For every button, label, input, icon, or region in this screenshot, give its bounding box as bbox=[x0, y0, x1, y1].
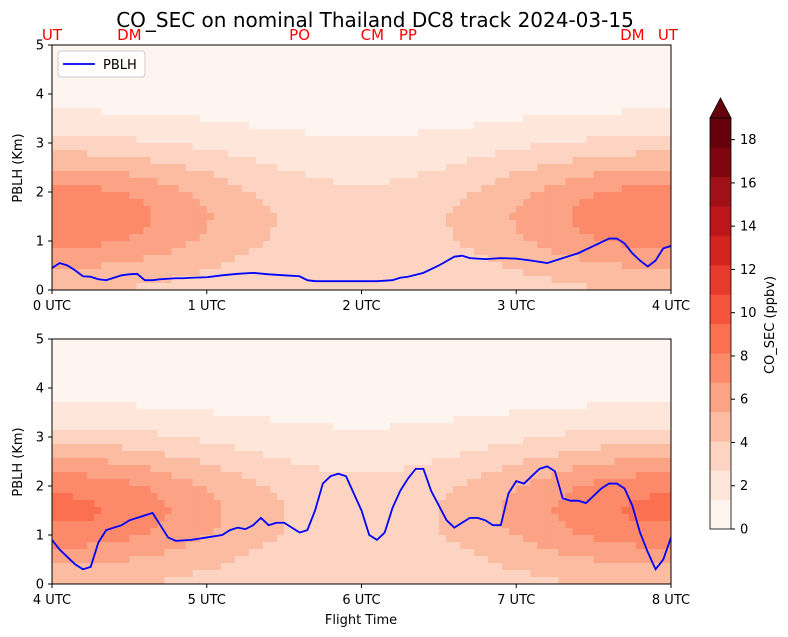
top-contour-field bbox=[52, 45, 671, 290]
y-tick-label: 4 bbox=[36, 382, 44, 397]
colorbar-band bbox=[710, 118, 731, 148]
location-marker: UT bbox=[658, 26, 679, 44]
colorbar-band bbox=[710, 323, 731, 354]
bottom-y-axis-label: PBLH (Km) bbox=[11, 427, 26, 496]
x-tick-label: 8 UTC bbox=[652, 593, 690, 608]
bottom-y-axis: 0 1 2 3 4 5 bbox=[36, 333, 52, 593]
y-tick-label: 0 bbox=[36, 578, 44, 593]
colorbar-band bbox=[710, 382, 731, 413]
y-tick-label: 3 bbox=[36, 137, 44, 152]
colorbar-band bbox=[710, 235, 731, 266]
colorbar-band bbox=[710, 206, 731, 236]
colorbar-tick-label: 18 bbox=[740, 133, 757, 148]
colorbar-tick-label: 8 bbox=[740, 349, 748, 364]
legend: PBLH bbox=[57, 50, 146, 78]
x-tick-label: 2 UTC bbox=[342, 299, 380, 314]
top-panel: 0 UTC 1 UTC 2 UTC 3 UTC 4 UTC 0 1 2 3 4 5 PBLH (K… bbox=[11, 26, 690, 314]
colorbar-tick-label: 2 bbox=[740, 479, 748, 494]
colorbar-band bbox=[710, 176, 731, 207]
x-tick-label: 5 UTC bbox=[188, 593, 226, 608]
colorbar-label: CO_SEC (ppbv) bbox=[763, 276, 778, 374]
y-tick-label: 4 bbox=[36, 88, 44, 103]
bottom-contour-field bbox=[52, 339, 671, 584]
x-axis-label: Flight Time bbox=[325, 613, 397, 628]
x-tick-label: 4 UTC bbox=[33, 593, 71, 608]
colorbar-band bbox=[710, 411, 731, 442]
colorbar-tick-label: 4 bbox=[740, 436, 748, 451]
location-marker: PP bbox=[399, 26, 417, 44]
colorbar-band bbox=[710, 147, 731, 178]
colorbar-tick-label: 0 bbox=[740, 523, 748, 538]
colorbar: 0 2 4 6 8 10 12 14 16 18 CO_SEC (ppbv) bbox=[709, 97, 778, 538]
y-tick-label: 5 bbox=[36, 333, 44, 348]
colorbar-tick-label: 10 bbox=[740, 306, 757, 321]
y-tick-label: 5 bbox=[36, 39, 44, 54]
y-tick-label: 1 bbox=[36, 529, 44, 544]
y-tick-label: 2 bbox=[36, 186, 44, 201]
colorbar-tick-label: 6 bbox=[740, 393, 748, 408]
location-marker: DM bbox=[620, 26, 645, 44]
bottom-x-axis: 4 UTC 5 UTC 6 UTC 7 UTC 8 UTC bbox=[33, 584, 690, 608]
legend-label: PBLH bbox=[103, 58, 137, 73]
colorbar-tick-label: 16 bbox=[740, 176, 757, 191]
top-y-axis: 0 1 2 3 4 5 bbox=[36, 39, 52, 299]
bottom-pblh-line bbox=[52, 465, 671, 572]
colorbar-band bbox=[710, 352, 731, 383]
colorbar-band bbox=[710, 264, 731, 295]
location-marker: DM bbox=[117, 26, 142, 44]
location-marker: UT bbox=[42, 26, 63, 44]
colorbar-band bbox=[710, 440, 731, 471]
x-tick-label: 4 UTC bbox=[652, 299, 690, 314]
x-tick-label: 1 UTC bbox=[188, 299, 226, 314]
y-tick-label: 1 bbox=[36, 235, 44, 250]
colorbar-band bbox=[710, 470, 731, 501]
chart-title: CO_SEC on nominal Thailand DC8 track 202… bbox=[116, 8, 634, 32]
top-y-axis-label: PBLH (Km) bbox=[11, 133, 26, 202]
x-tick-label: 7 UTC bbox=[497, 593, 535, 608]
location-markers: UT DM PO CM PP DM UT bbox=[42, 26, 679, 44]
colorbar-band bbox=[710, 294, 731, 324]
colorbar-extend-arrow bbox=[709, 97, 732, 119]
bottom-panel: 4 UTC 5 UTC 6 UTC 7 UTC 8 UTC 0 1 2 3 4 5 PBLH (K… bbox=[11, 333, 690, 629]
top-pblh-line bbox=[52, 237, 671, 283]
y-tick-label: 3 bbox=[36, 431, 44, 446]
top-x-axis: 0 UTC 1 UTC 2 UTC 3 UTC 4 UTC bbox=[33, 290, 690, 314]
y-tick-label: 2 bbox=[36, 480, 44, 495]
colorbar-frame bbox=[709, 117, 732, 530]
x-tick-label: 3 UTC bbox=[497, 299, 535, 314]
location-marker: CM bbox=[361, 26, 384, 44]
x-tick-label: 0 UTC bbox=[33, 299, 71, 314]
y-tick-label: 0 bbox=[36, 284, 44, 299]
location-marker: PO bbox=[289, 26, 310, 44]
colorbar-tick-label: 12 bbox=[740, 263, 757, 278]
legend-box bbox=[57, 50, 146, 78]
colorbar-band bbox=[710, 499, 731, 530]
colorbar-tick-label: 14 bbox=[740, 220, 757, 235]
x-tick-label: 6 UTC bbox=[342, 593, 380, 608]
